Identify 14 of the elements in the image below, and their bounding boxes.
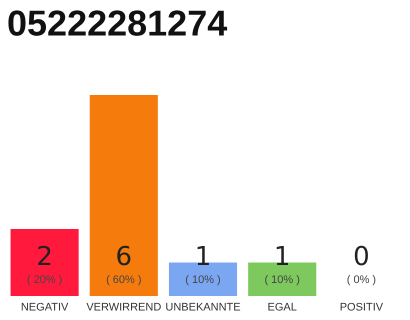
x-tick-label: UNBEKANNTE: [165, 302, 241, 314]
annotation: 2: [36, 242, 53, 272]
annotation: 6: [116, 242, 132, 272]
chart-title: 05222281274: [7, 2, 228, 44]
data-label: ( 0% ): [346, 274, 376, 286]
x-tick-label: EGAL: [268, 302, 297, 314]
annotation: 0: [353, 242, 370, 272]
x-tick-label: NEGATIV: [20, 302, 69, 314]
data-label: ( 20% ): [26, 274, 62, 286]
x-tick-label: VERWIRREND: [86, 302, 162, 314]
data-label: ( 10% ): [185, 274, 221, 286]
x-tick-label: POSITIV: [340, 302, 384, 314]
data-label: ( 60% ): [106, 274, 142, 286]
data-label: ( 10% ): [264, 274, 300, 286]
